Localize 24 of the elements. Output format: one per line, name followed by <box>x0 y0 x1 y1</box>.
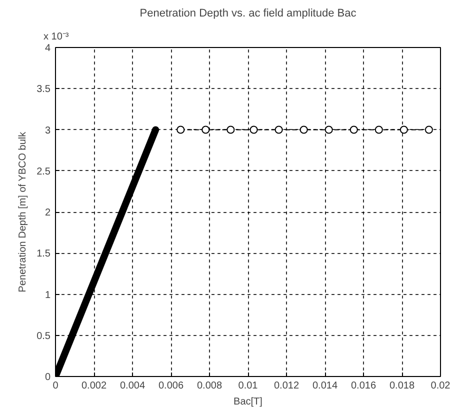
x-tick-label: 0.016 <box>350 380 376 392</box>
x-tick-label: 0.008 <box>196 380 222 392</box>
x-tick-label: 0.002 <box>81 380 107 392</box>
y-tick-label: 2.5 <box>36 166 51 178</box>
y-tick-label: 1.5 <box>36 248 51 260</box>
x-tick-label: 0.004 <box>120 380 146 392</box>
chart-title: Penetration Depth vs. ac field amplitude Bac <box>140 8 357 20</box>
x-tick-label: 0.006 <box>158 380 184 392</box>
y-tick-label: 0 <box>44 372 51 383</box>
x-tick-label: 0.014 <box>312 380 338 392</box>
y-tick-label: 0.5 <box>36 330 51 342</box>
text: x 10⁻³ <box>44 32 70 42</box>
x-tick-label: 0.02 <box>430 380 451 392</box>
y-tick-label: 3 <box>44 125 51 136</box>
y-axis-title: Penetration Depth [m] of YBCO bulk <box>18 130 29 292</box>
y-tick-label: 4 <box>44 43 51 54</box>
x-tick-label: 0.01 <box>238 380 258 392</box>
x-tick-label: 0 <box>52 380 59 392</box>
y-tick-label: 2 <box>44 208 51 218</box>
x-tick-label: 0.012 <box>274 380 300 392</box>
x-tick-label: 0.018 <box>389 380 415 392</box>
y-tick-label: 3.5 <box>36 84 51 96</box>
y-tick-label: 1 <box>44 290 51 301</box>
x-axis-title: Bac[T] <box>234 396 263 408</box>
